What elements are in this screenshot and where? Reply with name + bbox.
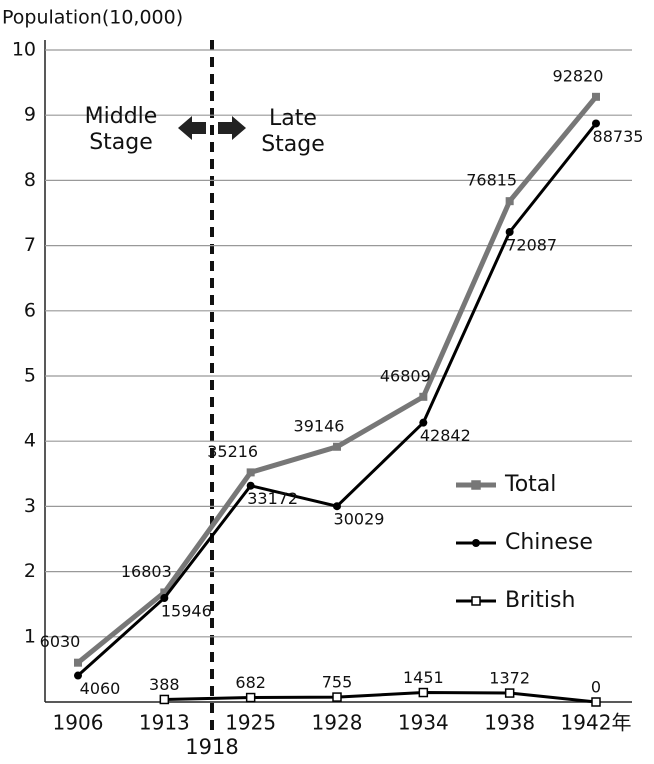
y-tick-label: 8 (24, 169, 36, 191)
marker (418, 687, 429, 698)
value-label: 755 (322, 673, 353, 692)
marker (160, 594, 169, 603)
marker (246, 481, 255, 490)
value-label: 15946 (161, 602, 212, 621)
y-tick-label: 9 (24, 104, 36, 126)
marker (505, 197, 514, 206)
value-label: 88735 (593, 127, 644, 146)
value-label: 682 (235, 673, 266, 692)
divider-label: 1918 (185, 735, 238, 759)
x-tick-label: 1934 (398, 711, 449, 735)
marker (419, 392, 428, 401)
legend-marker (471, 596, 481, 606)
y-tick-label: 3 (24, 495, 36, 517)
marker (592, 92, 600, 101)
marker (74, 658, 82, 667)
value-label: 6030 (40, 632, 81, 651)
marker (160, 588, 169, 597)
y-axis-label: Population(10,000) (2, 7, 183, 29)
value-label: 39146 (294, 416, 345, 435)
marker (419, 418, 428, 427)
value-label: 16803 (121, 562, 172, 581)
value-label: 42842 (420, 426, 471, 445)
marker (505, 227, 514, 236)
marker (504, 688, 515, 698)
legend-label: Chinese (505, 530, 593, 555)
marker (332, 692, 342, 702)
marker (333, 502, 341, 511)
marker (159, 694, 170, 705)
y-tick-label: 1 (24, 625, 36, 647)
y-tick-label: 4 (24, 430, 36, 452)
value-label: 33172 (247, 489, 298, 508)
annotation: Middle Stage (84, 104, 158, 155)
marker (74, 671, 82, 680)
marker (333, 442, 341, 451)
x-tick-label: 1913 (139, 711, 190, 735)
arrow-left (178, 116, 206, 140)
y-tick-label: 6 (24, 299, 36, 321)
legend-marker (472, 539, 480, 547)
x-tick-label: 1938 (484, 711, 535, 735)
marker (592, 119, 600, 128)
legend-marker (471, 480, 481, 490)
x-tick-label: 1925 (225, 711, 276, 735)
x-tick-label: 1928 (312, 711, 363, 735)
value-label: 388 (149, 675, 180, 694)
annotation: Late Stage (261, 106, 325, 157)
marker (245, 692, 256, 703)
value-label: 76815 (466, 171, 517, 190)
series-line (164, 691, 597, 704)
y-tick-label: 7 (24, 234, 36, 256)
value-label: 46809 (380, 366, 431, 385)
value-label: 0 (591, 678, 601, 697)
marker (591, 697, 601, 707)
legend-label: British (505, 588, 575, 613)
value-label: 92820 (553, 66, 604, 85)
arrow-right (218, 116, 246, 140)
y-tick-label: 5 (24, 365, 36, 387)
x-tick-label: 1942年 (561, 711, 632, 735)
x-tick-label: 1906 (53, 711, 104, 735)
value-label: 1372 (489, 669, 530, 688)
value-label: 4060 (80, 679, 121, 698)
value-label: 35216 (207, 442, 258, 461)
value-label: 72087 (506, 235, 557, 254)
marker (246, 468, 255, 477)
y-tick-label: 10 (12, 39, 36, 61)
value-label: 1451 (403, 668, 444, 687)
legend-label: Total (504, 472, 556, 497)
value-label: 30029 (334, 510, 385, 529)
y-tick-label: 2 (24, 560, 36, 582)
